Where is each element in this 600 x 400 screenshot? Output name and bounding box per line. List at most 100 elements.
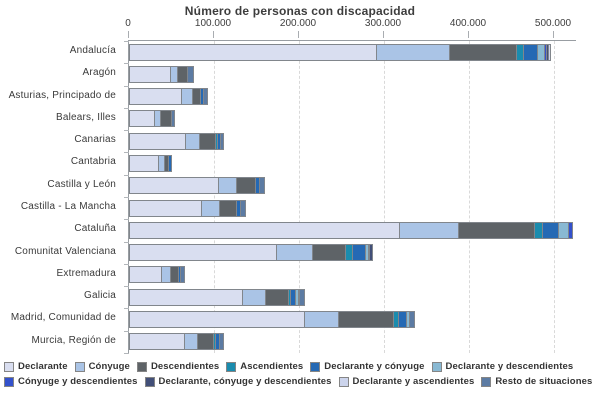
y-axis-tick bbox=[124, 353, 129, 354]
region-label: Balears, Illes bbox=[55, 111, 116, 123]
legend-row: Cónyuge y descendientes Declarante, cónyu… bbox=[4, 376, 598, 387]
bar-segment bbox=[161, 111, 173, 127]
legend-swatch bbox=[4, 361, 14, 372]
bar bbox=[129, 43, 552, 61]
bar-row bbox=[129, 264, 576, 286]
bar-row bbox=[129, 152, 576, 174]
bar-segment bbox=[312, 245, 346, 261]
bar-segment bbox=[178, 66, 188, 82]
legend-swatch bbox=[338, 376, 349, 387]
bar-segment bbox=[276, 245, 313, 261]
bar-segment bbox=[187, 66, 193, 82]
bar-row bbox=[129, 175, 576, 197]
legend-label: Declarante y descendientes bbox=[445, 361, 574, 372]
x-tick-label: 500.000 bbox=[534, 18, 572, 29]
bar-segment bbox=[534, 222, 543, 238]
y-axis-tick bbox=[124, 242, 129, 243]
legend-item: Declarante y ascendientes bbox=[338, 376, 475, 387]
gridline bbox=[299, 41, 300, 353]
legend-row: Declarante Cónyuge Descendientes Ascendient… bbox=[4, 361, 598, 372]
bar-segment bbox=[130, 156, 159, 172]
bar-segment bbox=[291, 289, 297, 305]
gridline bbox=[469, 41, 470, 353]
bar-segment bbox=[171, 267, 180, 283]
bar-segment bbox=[289, 289, 292, 305]
region-label: Madrid, Comunidad de bbox=[10, 312, 116, 324]
bar-segment bbox=[130, 89, 183, 105]
bar-segment bbox=[130, 178, 219, 194]
y-axis-tick bbox=[124, 331, 129, 332]
bar-segment bbox=[545, 44, 548, 60]
bar-segment bbox=[450, 44, 517, 60]
region-label: Murcia, Región de bbox=[31, 334, 116, 346]
bar-segment bbox=[130, 222, 401, 238]
x-tick bbox=[298, 31, 299, 38]
bar-segment bbox=[368, 245, 371, 261]
bar-segment bbox=[218, 133, 221, 149]
x-tick bbox=[383, 31, 384, 38]
bar-segment bbox=[242, 289, 266, 305]
y-axis-tick bbox=[124, 308, 129, 309]
bar-segment bbox=[400, 222, 460, 238]
legend-label: Ascendientes bbox=[240, 361, 304, 372]
bar-row bbox=[129, 331, 576, 353]
bar-segment bbox=[216, 133, 219, 149]
x-tick bbox=[468, 31, 469, 38]
bar-segment bbox=[130, 44, 377, 60]
bar-segment bbox=[201, 200, 220, 216]
legend-label: Resto de situaciones bbox=[495, 376, 593, 387]
legend-item: Declarante bbox=[4, 361, 68, 372]
region-label: Cataluña bbox=[74, 223, 116, 235]
bar-segment bbox=[130, 267, 162, 283]
legend-label: Declarante, cónyuge y descendientes bbox=[158, 376, 332, 387]
bar-segment bbox=[164, 156, 169, 172]
bar-segment bbox=[215, 334, 221, 350]
bar-segment bbox=[130, 111, 156, 127]
bar-segment bbox=[304, 312, 339, 328]
y-axis-tick bbox=[124, 152, 129, 153]
y-axis-tick bbox=[124, 286, 129, 287]
bar-segment bbox=[559, 222, 570, 238]
region-label: Galicia bbox=[84, 290, 116, 302]
bar-segment bbox=[296, 289, 299, 305]
bar bbox=[129, 311, 415, 329]
bar-segment bbox=[130, 133, 186, 149]
bar-segment bbox=[170, 66, 179, 82]
y-axis-labels: Andalucía Aragón Asturias, Principado de Ba… bbox=[0, 40, 122, 352]
region-label: Andalucía bbox=[69, 45, 116, 56]
bar-segment bbox=[236, 178, 257, 194]
bar-segment bbox=[161, 267, 172, 283]
bar-segment bbox=[406, 312, 410, 328]
bar bbox=[129, 333, 224, 351]
bar-segment bbox=[219, 200, 237, 216]
legend-swatch bbox=[136, 361, 147, 372]
bar-row bbox=[129, 242, 576, 264]
bar-segment bbox=[569, 222, 573, 238]
bar-segment bbox=[158, 156, 165, 172]
region-label: Canarias bbox=[74, 134, 116, 146]
bar-row bbox=[129, 308, 576, 330]
legend-item: Declarante, cónyuge y descendientes bbox=[144, 376, 332, 387]
legend-swatch bbox=[310, 361, 321, 372]
bar-segment bbox=[204, 89, 207, 105]
bar-segment bbox=[398, 312, 407, 328]
bar-segment bbox=[548, 44, 551, 60]
bar-segment bbox=[516, 44, 525, 60]
y-axis-tick bbox=[124, 219, 129, 220]
bar-segment bbox=[130, 66, 171, 82]
bar-segment bbox=[240, 200, 245, 216]
y-axis-tick bbox=[124, 175, 129, 176]
legend-item: Cónyuge bbox=[74, 361, 130, 372]
bar-segment bbox=[218, 178, 237, 194]
bar-segment bbox=[537, 44, 546, 60]
x-tick-label: 300.000 bbox=[364, 18, 402, 29]
legend-swatch bbox=[481, 376, 492, 387]
region-label: Castilla y León bbox=[47, 178, 116, 190]
legend-label: Declarante y ascendientes bbox=[352, 376, 475, 387]
legend-item: Cónyuge y descendientes bbox=[4, 376, 138, 387]
bar-segment bbox=[409, 312, 414, 328]
plot-area bbox=[124, 40, 576, 354]
legend-swatch bbox=[144, 376, 155, 387]
bar-segment bbox=[352, 245, 366, 261]
bar-segment bbox=[192, 89, 201, 105]
